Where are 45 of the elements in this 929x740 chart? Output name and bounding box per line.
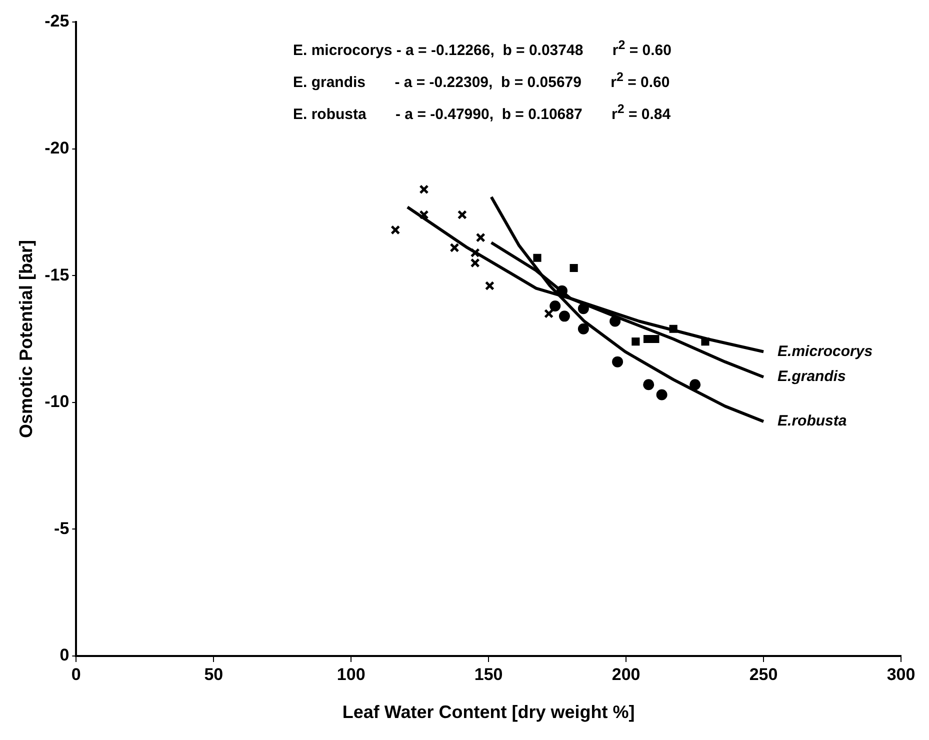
point	[419, 184, 429, 194]
y-tick-label: -15	[44, 265, 70, 284]
x-tick-label: 200	[612, 664, 640, 684]
point	[419, 210, 429, 220]
series-label: E.microcorys	[778, 342, 873, 360]
x-tick-label: 150	[474, 664, 503, 684]
point	[643, 334, 652, 344]
y-tick-label: -10	[44, 392, 70, 412]
point	[690, 379, 701, 390]
point	[556, 285, 568, 296]
x-axis-title: Leaf Water Content [dry weight %]	[342, 702, 635, 722]
point	[550, 300, 561, 312]
point	[612, 356, 624, 368]
point	[578, 303, 589, 314]
point	[669, 324, 678, 333]
point	[651, 334, 660, 344]
annotation: E. robusta - a = -0.47990, b = 0.10687 r$^{2}$ = 0.84	[293, 101, 672, 125]
point	[656, 389, 668, 400]
annotation: E. grandis - a = -0.22309, b = 0.05679 r$^{2}$ = 0.60	[293, 69, 671, 93]
point	[484, 280, 494, 291]
y-tick-label: -5	[54, 518, 70, 538]
point	[578, 323, 589, 334]
x-tick-label: 250	[749, 664, 778, 684]
point	[632, 338, 640, 346]
point	[457, 210, 467, 220]
point	[610, 316, 621, 327]
series-label: E.grandis	[778, 368, 846, 386]
point	[701, 338, 710, 346]
annotation: E. microcorys - a = -0.12266, b = 0.03748 r$^{2}$ = 0.60	[293, 37, 672, 61]
y-tick-label: -25	[44, 12, 70, 31]
x-tick-label: 50	[204, 664, 224, 684]
y-tick-label: 0	[60, 646, 70, 665]
x-tick-label: 100	[336, 664, 366, 684]
point	[570, 264, 578, 272]
point	[533, 254, 542, 262]
point	[476, 232, 486, 242]
point	[544, 308, 554, 318]
point	[643, 379, 654, 390]
point	[558, 310, 570, 322]
y-axis-title: Osmotic Potential [bar]	[16, 240, 36, 438]
point	[390, 225, 400, 235]
y-tick-label: -20	[44, 138, 70, 158]
point	[450, 242, 460, 252]
x-tick-label: 300	[886, 664, 916, 684]
series-label: E.robusta	[778, 412, 847, 430]
